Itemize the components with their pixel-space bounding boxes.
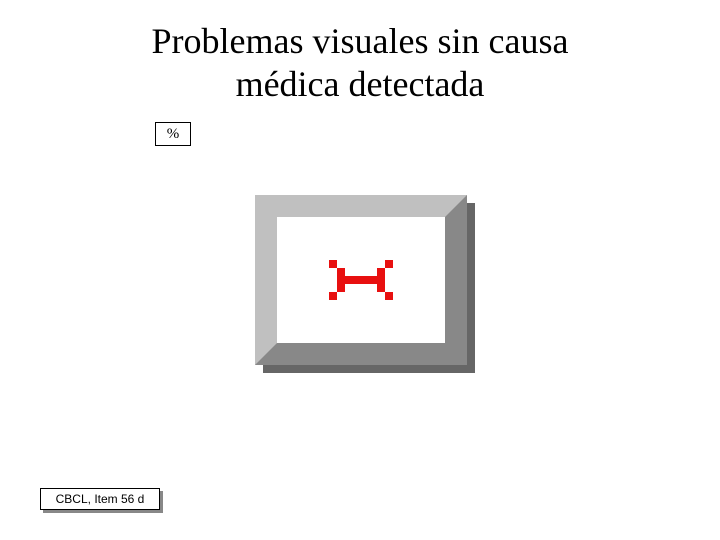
footer-label: CBCL, Item 56 d: [56, 492, 145, 506]
broken-image-placeholder: [255, 195, 467, 365]
broken-image-icon: [321, 256, 401, 304]
footer-box-frame: CBCL, Item 56 d: [40, 488, 160, 510]
title-line-2: médica detectada: [236, 64, 485, 104]
percent-label-box: %: [155, 122, 191, 146]
footer-source-box: CBCL, Item 56 d: [40, 488, 160, 510]
percent-label: %: [167, 126, 180, 143]
image-inner: [277, 217, 445, 343]
title-line-1: Problemas visuales sin causa: [152, 21, 569, 61]
page-title: Problemas visuales sin causa médica dete…: [0, 20, 720, 106]
